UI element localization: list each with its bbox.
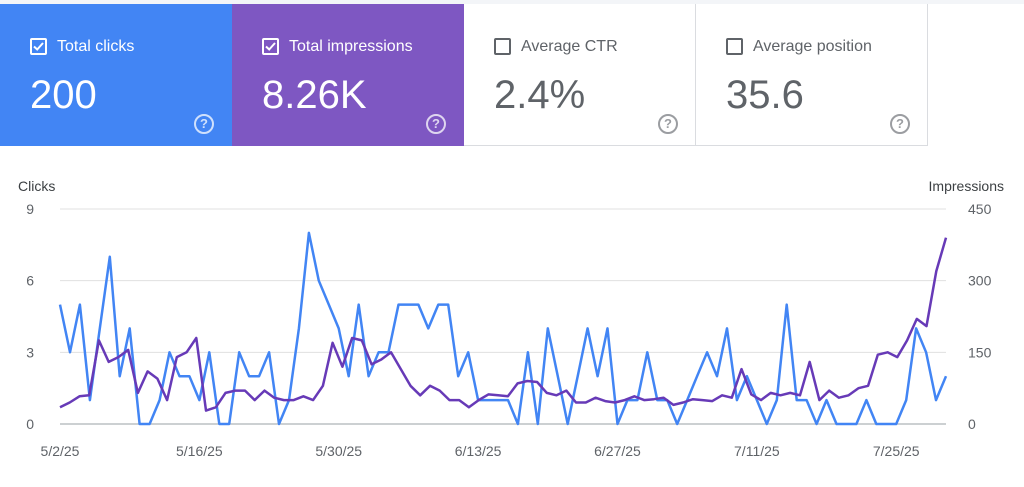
impressions-series-line [59, 237, 948, 412]
x-tick-label: 7/11/25 [734, 443, 780, 459]
total-clicks-label: Total clicks [57, 38, 135, 55]
metric-cards: Total clicks 200 ? Total impressions 8.2… [0, 4, 930, 146]
y2-tick-label: 150 [968, 344, 992, 360]
y2-axis-label: Impressions [929, 178, 1004, 194]
total-clicks-value: 200 [30, 73, 97, 117]
help-icon[interactable]: ? [890, 114, 910, 134]
x-tick-label: 5/16/25 [176, 443, 223, 459]
checkbox-checked-icon[interactable] [30, 38, 47, 55]
y-tick-label: 3 [26, 344, 34, 360]
total-impressions-card[interactable]: Total impressions 8.26K ? [232, 4, 464, 146]
total-clicks-card[interactable]: Total clicks 200 ? [0, 4, 232, 146]
help-icon[interactable]: ? [194, 114, 214, 134]
help-icon[interactable]: ? [426, 114, 446, 134]
average-position-label: Average position [753, 38, 872, 55]
y-axis-label: Clicks [18, 178, 55, 194]
x-tick-label: 6/27/25 [594, 443, 641, 459]
average-position-value: 35.6 [726, 73, 804, 117]
checkbox-checked-icon[interactable] [262, 38, 279, 55]
average-ctr-value: 2.4% [494, 73, 586, 117]
y2-tick-label: 450 [968, 201, 992, 217]
x-tick-label: 6/13/25 [455, 443, 502, 459]
average-ctr-label: Average CTR [521, 38, 618, 55]
y-tick-label: 6 [26, 273, 34, 289]
clicks-series-line [58, 231, 948, 426]
y-tick-label: 0 [26, 416, 34, 432]
x-tick-label: 7/25/25 [873, 443, 920, 459]
y-tick-label: 9 [26, 201, 34, 217]
y2-tick-label: 300 [968, 273, 992, 289]
average-ctr-card[interactable]: Average CTR 2.4% ? [464, 4, 696, 146]
x-tick-label: 5/2/25 [41, 443, 80, 459]
checkbox-unchecked-icon[interactable] [726, 38, 743, 55]
x-tick-label: 5/30/25 [315, 443, 362, 459]
total-impressions-label: Total impressions [289, 38, 413, 55]
total-impressions-value: 8.26K [262, 73, 367, 117]
y2-tick-label: 0 [968, 416, 976, 432]
average-position-card[interactable]: Average position 35.6 ? [696, 4, 928, 146]
help-icon[interactable]: ? [658, 114, 678, 134]
checkbox-unchecked-icon[interactable] [494, 38, 511, 55]
